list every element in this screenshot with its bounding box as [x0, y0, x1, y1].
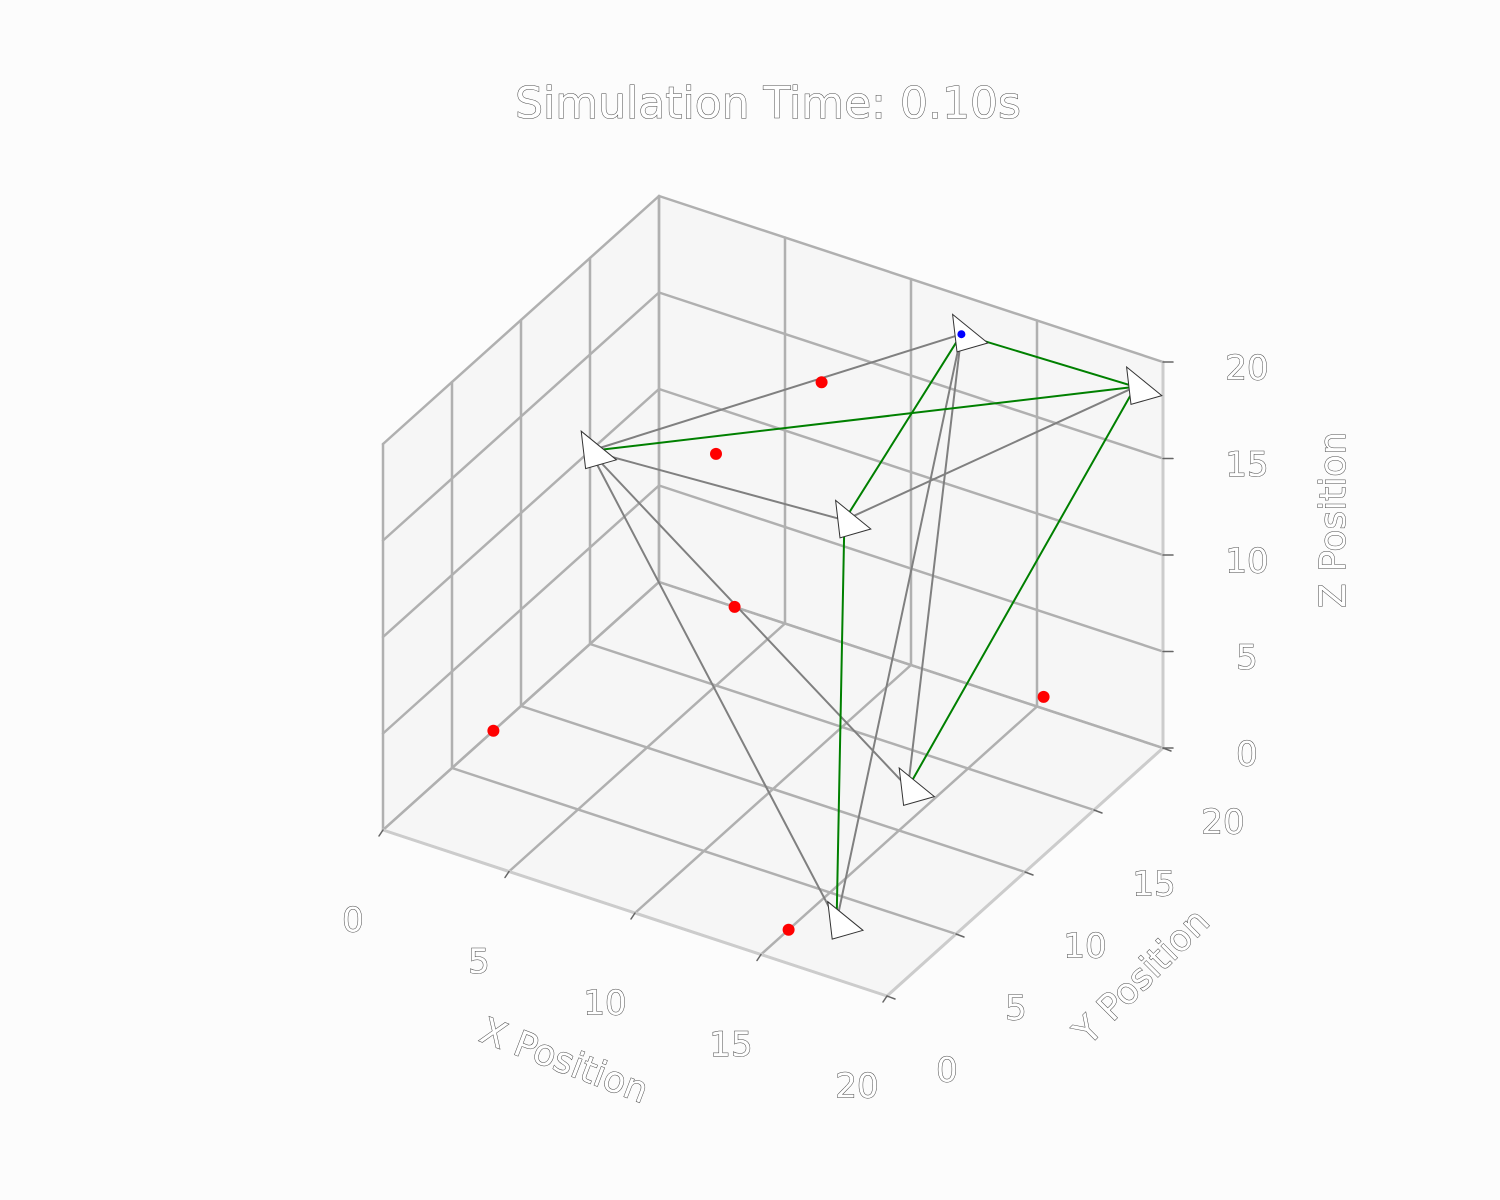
y-tick-label: 20 [1201, 803, 1244, 843]
grid-line-back-z [657, 291, 1165, 460]
target-point [728, 600, 741, 613]
y-tick-mark [886, 995, 896, 1000]
data-layer [487, 313, 1163, 940]
agent-marker [951, 313, 989, 353]
tick-marks [378, 361, 1174, 1003]
grid-line-back-z [657, 194, 1165, 364]
grid-line-floor-y [657, 580, 1165, 750]
grid-line-floor-y [588, 642, 1096, 812]
target-point [1037, 690, 1050, 703]
agent-marker [580, 430, 618, 470]
leader-link [960, 333, 1137, 388]
y-tick-label: 15 [1132, 865, 1175, 905]
x-tick-mark [504, 870, 510, 879]
x-tick-label: 15 [709, 1025, 752, 1065]
grid-line-floor-y [519, 704, 1027, 874]
y-tick-mark [1024, 871, 1034, 876]
agent-link [843, 385, 1137, 522]
y-tick-label: 0 [936, 1051, 958, 1091]
z-axis-label: Z Position [1313, 432, 1354, 608]
agent-link [589, 450, 838, 923]
x-tick-label: 20 [835, 1067, 878, 1107]
z-tick-label: 5 [1236, 638, 1258, 678]
x-tick-mark [756, 953, 762, 962]
z-tick-label: 0 [1236, 735, 1258, 775]
agent-link [589, 450, 909, 789]
target-point [782, 923, 795, 936]
target-point [710, 447, 722, 460]
x-tick-mark [630, 912, 636, 920]
z-tick-label: 15 [1225, 445, 1268, 485]
y-tick-label: 5 [1005, 989, 1027, 1029]
agent-marker [834, 499, 872, 539]
y-tick-mark [955, 933, 965, 938]
agent-link [835, 333, 963, 923]
leader-link [907, 385, 1137, 789]
leader-link [589, 385, 1137, 452]
agent-marker [1125, 365, 1163, 406]
x-axis-label: X Position [474, 1011, 653, 1112]
agent-marker [898, 766, 936, 807]
agent-marker [827, 900, 865, 940]
grid-line-side-z [381, 194, 661, 446]
target-point [815, 376, 828, 389]
y-axis-label: Y Position [1065, 901, 1217, 1053]
x-tick-label: 5 [468, 942, 490, 982]
agent-link [589, 333, 963, 452]
grid-line-floor-x [759, 705, 1039, 956]
axis-panes [383, 196, 1163, 996]
agent-link [907, 333, 963, 789]
tick-labels: 0 5 10 15 20 0 5 10 15 20 0 5 10 15 20 [342, 348, 1269, 1107]
y-tick-mark [1093, 809, 1103, 814]
x-tick-mark [882, 995, 888, 1003]
x-tick-mark [378, 829, 384, 837]
z-tick-label: 20 [1225, 349, 1268, 389]
x-tick-label: 0 [342, 901, 364, 941]
chart-title: Simulation Time: 0.10s [515, 78, 1021, 129]
z-tick-label: 10 [1225, 542, 1268, 582]
agent-link [589, 450, 846, 522]
target-point [487, 724, 500, 737]
grid-line-side-z [381, 291, 661, 542]
leader-marker [957, 330, 966, 339]
grid-line-back-z [657, 387, 1165, 557]
x-tick-label: 10 [583, 984, 626, 1024]
grid-line-side-z [381, 387, 661, 639]
leader-link [835, 519, 846, 923]
leader-link [843, 333, 963, 522]
y-tick-label: 10 [1063, 927, 1106, 967]
